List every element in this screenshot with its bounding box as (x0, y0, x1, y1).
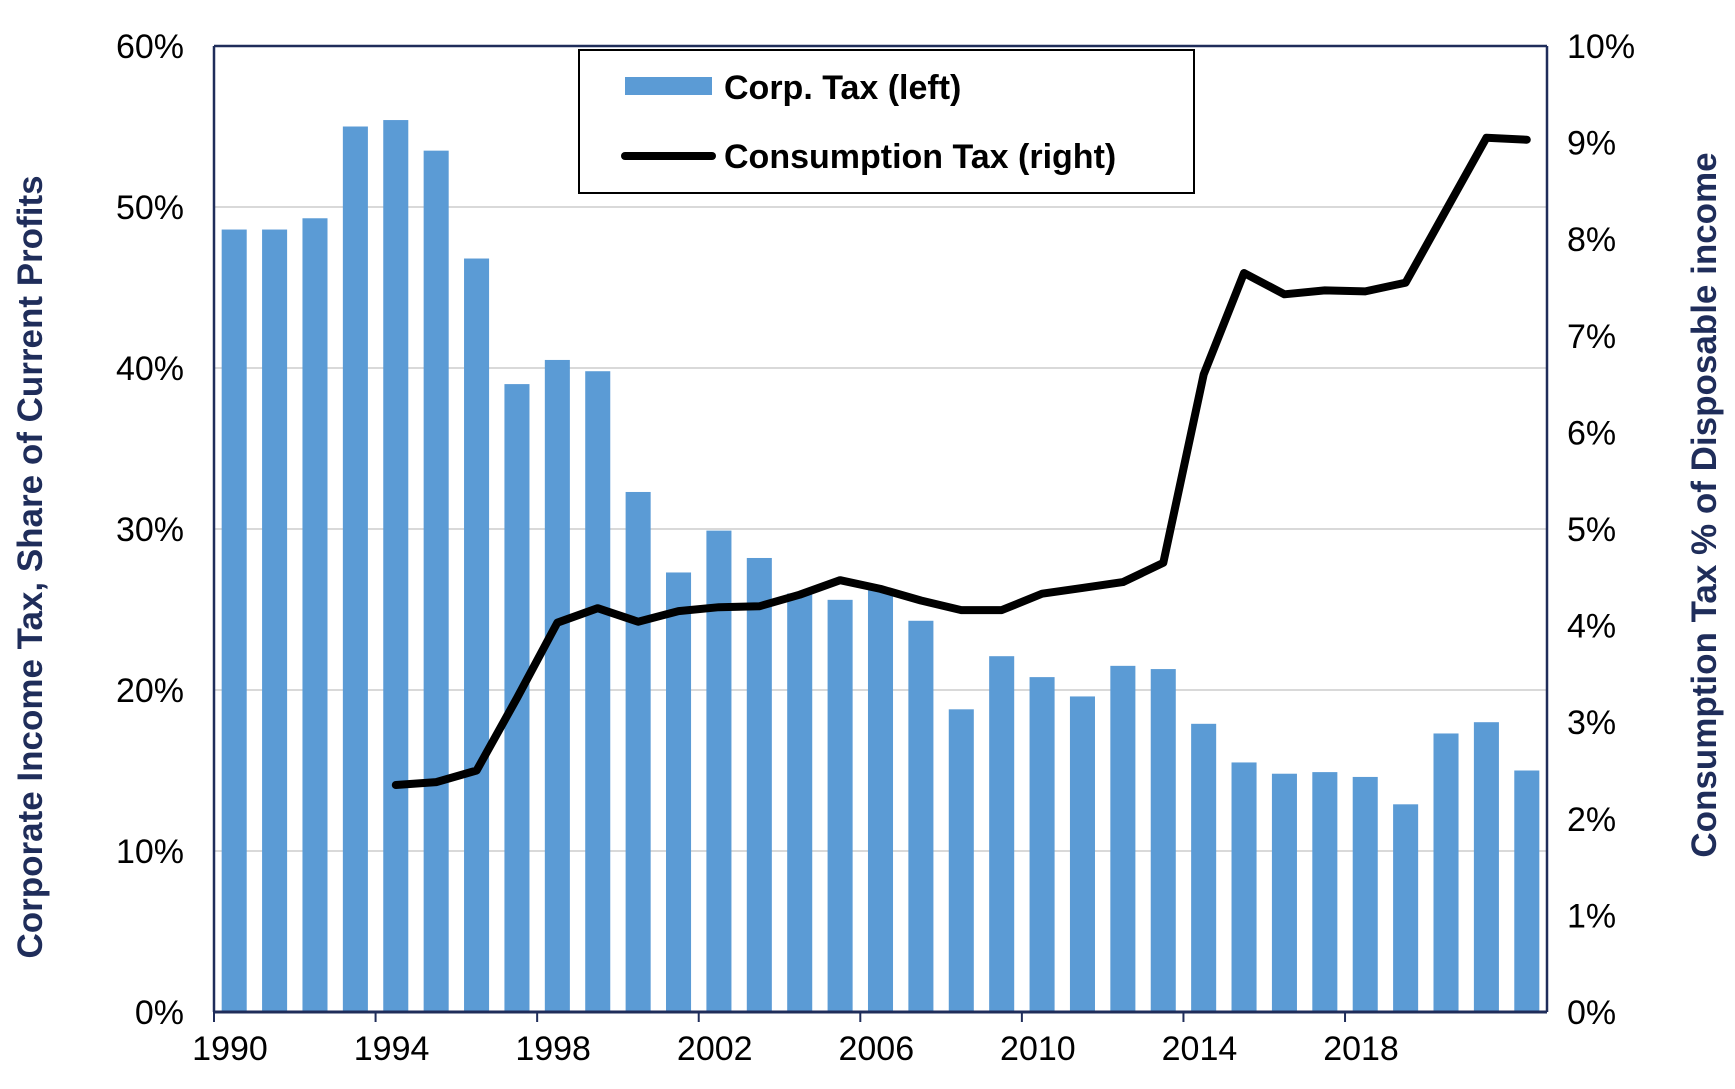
corp-tax-bar (827, 599, 853, 1012)
consumption-tax-line-group (391, 133, 1531, 789)
left-tick-label: 50% (116, 189, 184, 227)
tick-labels: 0% 10% 20% 30% 40% 50% 60% 0% 1% 2% 3% 4% 5% 6% 7% 8% 9%… (116, 28, 1635, 1068)
x-tick-label: 2014 (1162, 1030, 1238, 1068)
corp-tax-bar (666, 572, 692, 1012)
corp-tax-bar (1473, 722, 1499, 1012)
corp-tax-bar (383, 120, 409, 1012)
right-tick-label: 0% (1567, 994, 1616, 1032)
left-tick-label: 30% (116, 511, 184, 549)
corp-tax-bar (464, 258, 490, 1012)
corp-tax-bar (302, 218, 328, 1012)
x-tick-label: 2006 (838, 1030, 914, 1068)
corp-tax-bar (706, 530, 732, 1012)
corp-tax-bar (1271, 773, 1297, 1012)
x-tick-label: 2010 (1000, 1030, 1076, 1068)
left-axis-title: Corporate Income Tax, Share of Current P… (11, 175, 50, 958)
corp-tax-bar (1312, 772, 1338, 1012)
corp-tax-bar (908, 620, 934, 1012)
corp-tax-bar (625, 491, 651, 1013)
corp-tax-bar (1150, 669, 1176, 1012)
legend-corp-tax-swatch (625, 77, 712, 95)
right-tick-label: 8% (1567, 221, 1616, 259)
corp-tax-bar (544, 359, 570, 1012)
legend: Corp. Tax (left) Consumption Tax (right) (578, 49, 1195, 194)
left-tick-label: 60% (116, 28, 184, 66)
corp-tax-bar (989, 656, 1015, 1012)
corp-tax-bar (1110, 665, 1136, 1012)
corp-tax-bar (1191, 723, 1217, 1012)
corp-tax-bar (787, 593, 813, 1012)
right-tick-label: 10% (1567, 28, 1635, 66)
corp-tax-bar (948, 709, 974, 1012)
right-tick-label: 1% (1567, 897, 1616, 935)
corp-tax-bar (342, 126, 368, 1012)
left-tick-label: 0% (135, 994, 184, 1032)
corp-tax-bar (1029, 677, 1055, 1012)
right-tick-label: 7% (1567, 318, 1616, 356)
corp-tax-bar (867, 590, 894, 1012)
corp-tax-bar (1433, 733, 1459, 1012)
right-tick-label: 2% (1567, 801, 1616, 839)
corp-tax-bar (1231, 762, 1257, 1012)
corp-tax-bar (1514, 770, 1540, 1012)
axes (212, 44, 1549, 1022)
corp-tax-bars (221, 120, 1540, 1013)
right-tick-label: 6% (1567, 414, 1616, 452)
right-axis-title: Consumption Tax % of Disposable income (1685, 152, 1724, 857)
corp-tax-bar (221, 229, 247, 1013)
right-tick-label: 9% (1567, 125, 1616, 163)
right-tick-label: 4% (1567, 608, 1616, 646)
consumption-tax-line (391, 133, 1531, 789)
legend-box (578, 49, 1195, 194)
corp-tax-bar (585, 371, 611, 1013)
legend-corp-tax-label: Corp. Tax (left) (724, 69, 961, 107)
corp-tax-bar (262, 229, 288, 1013)
x-tick-label: 2002 (677, 1030, 753, 1068)
corp-tax-bar (1352, 776, 1378, 1012)
right-tick-label: 5% (1567, 511, 1616, 549)
corp-tax-bar (423, 150, 449, 1012)
corp-tax-bar (746, 557, 772, 1012)
x-tick-label: 1990 (192, 1030, 268, 1068)
corp-tax-bar (1393, 804, 1419, 1012)
x-tick-label: 1994 (354, 1030, 430, 1068)
legend-consumption-tax-label: Consumption Tax (right) (724, 138, 1116, 176)
right-tick-label: 3% (1567, 704, 1616, 742)
corp-tax-bar (1069, 696, 1095, 1012)
left-tick-label: 20% (116, 672, 184, 710)
x-tick-label: 2018 (1323, 1030, 1399, 1068)
x-tick-label: 1998 (515, 1030, 591, 1068)
left-tick-label: 40% (116, 350, 184, 388)
left-tick-label: 10% (116, 833, 184, 871)
